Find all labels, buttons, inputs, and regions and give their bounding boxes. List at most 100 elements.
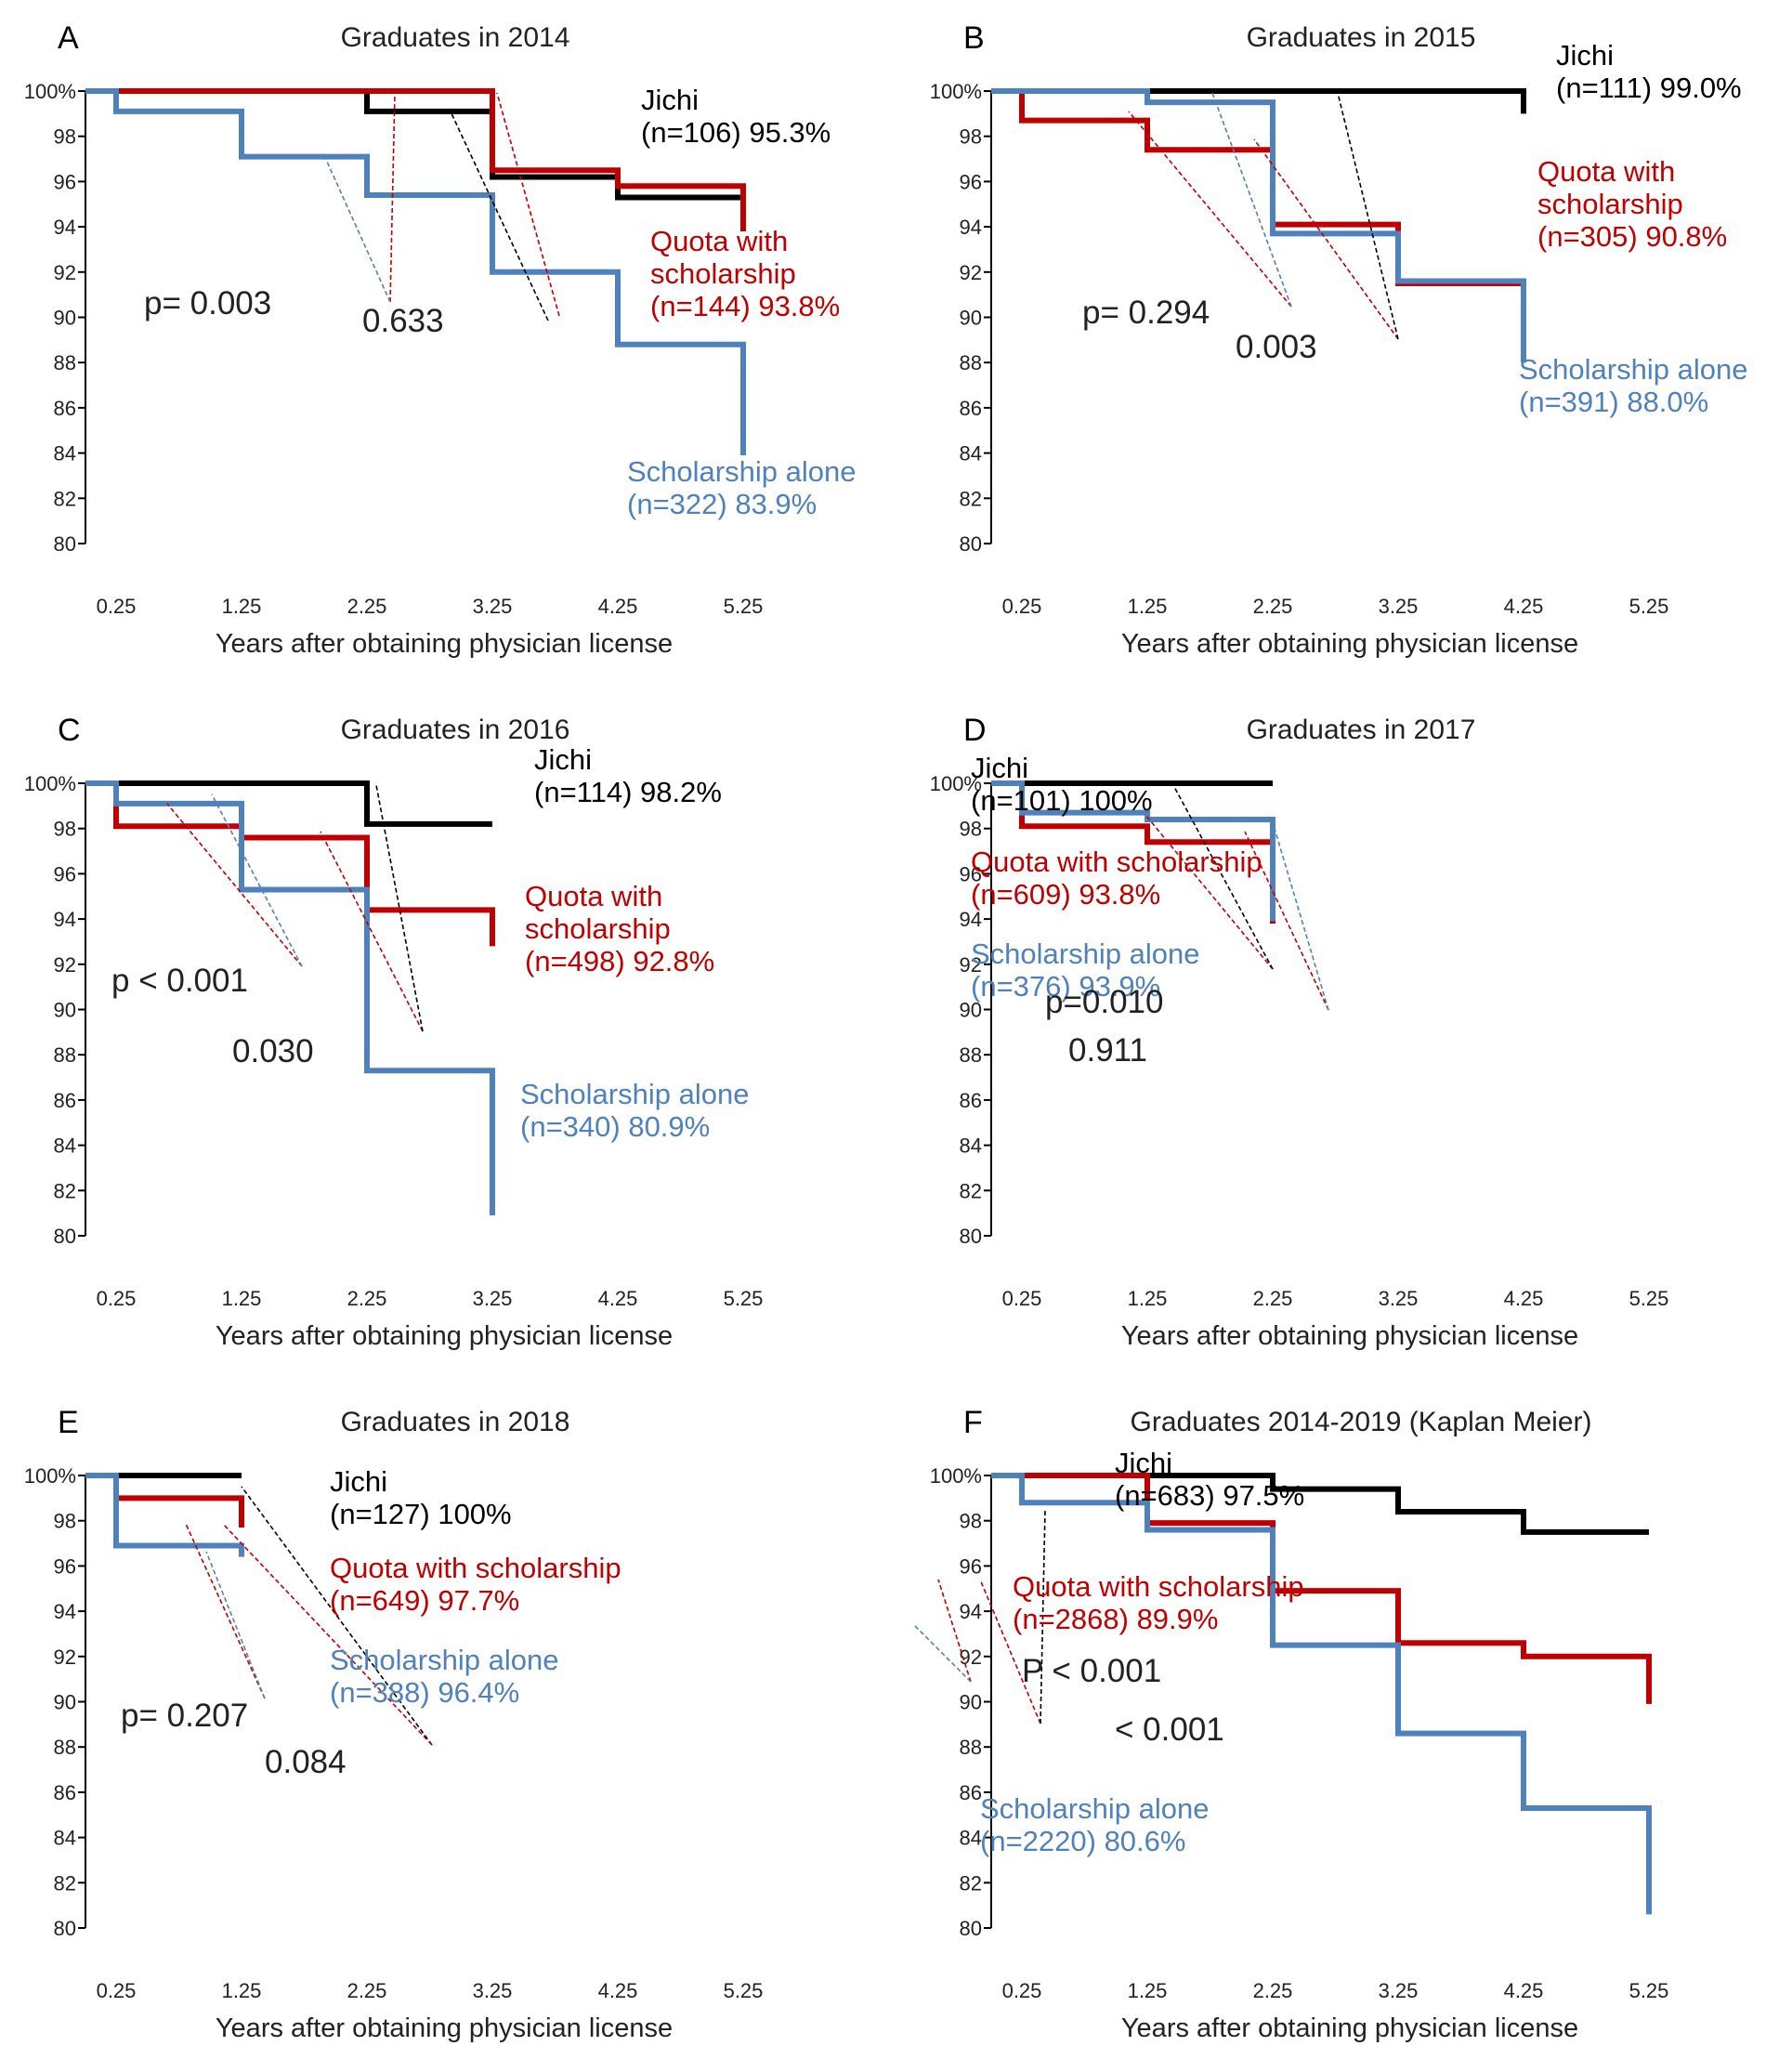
panel-c-chart: C Graduates in 2016 100% 98 96 94 92 90 88 86 84 82… (24, 713, 764, 1351)
y-tick-label: 88 (960, 1043, 982, 1067)
pvalue-connector (1172, 784, 1274, 970)
pvalue-connector (185, 1523, 266, 1699)
pvalue-connector (1211, 92, 1292, 308)
y-tick-label: 98 (960, 1510, 982, 1533)
y-tick-label: 86 (960, 1089, 982, 1112)
p-value-label: 0.633 (362, 303, 444, 339)
series-quota-with-scholarship (85, 780, 495, 947)
y-tick-label: 98 (960, 125, 982, 149)
series-annotation: Scholarship alone (980, 1792, 1209, 1825)
panel-label: A (58, 20, 79, 56)
y-tick-label: 82 (960, 1179, 982, 1202)
series-jichi (85, 780, 492, 827)
series-quota-with-scholarship (991, 88, 1526, 300)
series-annotation: (n=127) 100% (330, 1498, 512, 1530)
x-axis-title: Years after obtaining physician license (1121, 629, 1578, 659)
x-tick-label: 0.25 (1002, 1979, 1042, 2002)
x-tick-label: 1.25 (1128, 1287, 1168, 1310)
x-tick-label: 0.25 (1002, 1287, 1042, 1310)
series-annotation: (n=322) 83.9% (627, 488, 817, 520)
pvalue-connector (914, 1625, 972, 1683)
y-tick-label: 88 (54, 1736, 76, 1759)
y-tick-label: 100% (930, 772, 982, 795)
y-tick-label: 86 (960, 1781, 982, 1804)
series-annotation: Jichi (641, 84, 699, 116)
series-annotation: Jichi (330, 1465, 387, 1498)
pvalue-connector (1253, 138, 1399, 340)
pvalue-connector (450, 111, 549, 321)
y-tick-label: 90 (960, 307, 982, 330)
series-annotation: scholarship (650, 257, 796, 290)
x-tick-label: 0.25 (1002, 595, 1042, 618)
y-tick-label: 94 (960, 1600, 982, 1623)
x-tick-label: 4.25 (598, 595, 638, 618)
p-value-label: < 0.001 (1115, 1711, 1224, 1748)
series-annotation: (n=388) 96.4% (330, 1676, 519, 1709)
y-tick-label: 88 (960, 1736, 982, 1759)
series-annotation: Quota with (525, 880, 662, 912)
series-annotation: (n=376) 93.9% (971, 970, 1160, 1003)
y-tick-label: 92 (54, 261, 76, 284)
y-tick-label: 90 (54, 307, 76, 330)
pvalue-connector (1145, 814, 1274, 970)
x-tick-label: 5.25 (724, 1287, 764, 1310)
y-tick-label: 100% (24, 1464, 76, 1488)
y-tick-label: 94 (54, 908, 76, 931)
y-tick-label: 86 (54, 397, 76, 420)
panel-d-chart: D Graduates in 2017 100% 98 96 94 92 90 88 86 84 82… (930, 713, 1669, 1351)
y-tick-label: 84 (960, 1827, 982, 1850)
y-tick-label: 86 (960, 397, 982, 420)
pvalue-connector (1040, 1509, 1046, 1724)
panel-title: Graduates 2014-2019 (Kaplan Meier) (1131, 1407, 1592, 1437)
panel-label: E (58, 1405, 79, 1440)
panel-a-chart: A Graduates in 2014 100% 98 96 94 92 90 88 86 84 82… (24, 20, 857, 659)
series-scholarship-alone (85, 780, 495, 1216)
panel-label: F (963, 1405, 983, 1440)
x-axis-title: Years after obtaining physician license (216, 2013, 673, 2043)
series-annotation: Scholarship alone (627, 455, 856, 488)
series-annotation: (n=101) 100% (971, 784, 1153, 817)
y-tick-label: 98 (54, 818, 76, 841)
x-tick-label: 3.25 (473, 595, 513, 618)
series-jichi (991, 88, 1526, 114)
y-tick-label: 100% (930, 1464, 982, 1488)
y-tick-label: 80 (54, 532, 76, 556)
pvalue-connector (241, 1486, 433, 1746)
series-scholarship-alone (85, 1473, 244, 1557)
x-tick-label: 1.25 (222, 1287, 262, 1310)
y-tick-label: 80 (960, 1917, 982, 1940)
series-scholarship-alone (85, 88, 746, 456)
series-annotation: Scholarship alone (520, 1078, 749, 1110)
y-tick-label: 90 (54, 999, 76, 1022)
y-tick-label: 82 (54, 1179, 76, 1202)
series-annotation: (n=111) 99.0% (1556, 72, 1742, 104)
pvalue-connector (211, 793, 303, 967)
panel-title: Graduates in 2018 (341, 1407, 570, 1437)
y-tick-label: 92 (54, 953, 76, 977)
series-scholarship-alone (991, 1473, 1652, 1915)
series-annotation: Jichi (1115, 1447, 1172, 1479)
series-annotation: (n=106) 95.3% (641, 116, 831, 149)
p-value-label: p= 0.294 (1082, 295, 1210, 331)
x-tick-label: 4.25 (1504, 595, 1544, 618)
y-tick-label: 98 (54, 125, 76, 149)
x-tick-label: 0.25 (97, 1287, 137, 1310)
panel-f-chart: F Graduates 2014-2019 (Kaplan Meier) 100% 9… (914, 1405, 1669, 2043)
series-quota-with-scholarship (85, 88, 746, 231)
series-annotation: Jichi (534, 743, 592, 776)
x-tick-label: 2.25 (347, 1979, 387, 2002)
series-annotation: Jichi (1556, 39, 1614, 72)
x-tick-label: 5.25 (1629, 1287, 1669, 1310)
series-annotation: (n=340) 80.9% (520, 1110, 710, 1143)
series-annotation: (n=649) 97.7% (330, 1584, 519, 1617)
x-tick-label: 5.25 (724, 1979, 764, 2002)
x-tick-label: 4.25 (598, 1287, 638, 1310)
series-annotation: (n=498) 92.8% (525, 945, 714, 977)
pvalue-connector (1128, 111, 1292, 308)
x-axis-title: Years after obtaining physician license (216, 629, 673, 659)
y-tick-label: 98 (960, 818, 982, 841)
x-tick-label: 5.25 (724, 595, 764, 618)
x-tick-label: 5.25 (1629, 1979, 1669, 2002)
y-tick-label: 94 (960, 908, 982, 931)
